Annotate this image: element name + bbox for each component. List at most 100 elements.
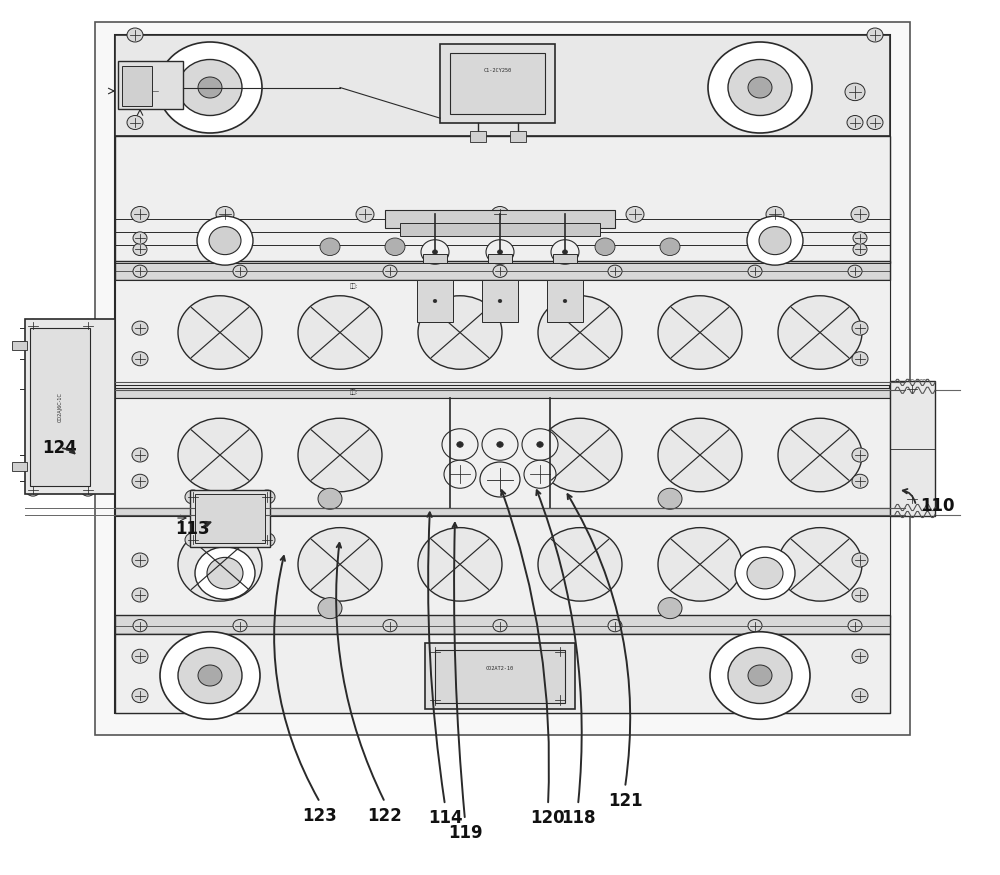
Text: 材料: 0字形铜: 材料: 0字形铜	[908, 379, 929, 384]
Text: 113: 113	[175, 521, 210, 538]
Bar	[115, 516, 890, 617]
Circle shape	[178, 648, 242, 704]
Circle shape	[626, 206, 644, 222]
FancyArrowPatch shape	[536, 490, 582, 802]
Circle shape	[524, 460, 556, 488]
Circle shape	[484, 71, 512, 95]
Circle shape	[595, 238, 615, 256]
Circle shape	[562, 249, 568, 255]
Circle shape	[537, 442, 543, 447]
Circle shape	[778, 528, 862, 601]
Circle shape	[853, 232, 867, 244]
Circle shape	[608, 620, 622, 632]
Circle shape	[45, 354, 75, 381]
Text: 123: 123	[303, 807, 337, 825]
Text: C1-2CY250: C1-2CY250	[484, 67, 512, 73]
Circle shape	[845, 83, 865, 101]
Circle shape	[178, 296, 262, 369]
Circle shape	[847, 116, 863, 130]
Circle shape	[488, 672, 512, 693]
Bar	[95, 22, 910, 735]
Text: 119: 119	[448, 824, 482, 843]
FancyArrowPatch shape	[63, 448, 75, 453]
Circle shape	[433, 299, 437, 303]
Circle shape	[728, 648, 792, 704]
Text: 材料: C字形铜: 材料: C字形铜	[908, 502, 929, 507]
Circle shape	[660, 238, 680, 256]
Bar	[115, 136, 890, 262]
Circle shape	[482, 429, 518, 460]
FancyArrowPatch shape	[903, 489, 915, 503]
Bar	[115, 507, 890, 518]
Text: 114: 114	[428, 809, 462, 828]
Circle shape	[442, 429, 478, 460]
Text: CO2AT2-10: CO2AT2-10	[486, 666, 514, 671]
Circle shape	[728, 60, 792, 116]
Bar	[510, 131, 526, 142]
Text: 步距: C字形铜: 步距: C字形铜	[908, 388, 929, 394]
Circle shape	[185, 490, 201, 504]
Circle shape	[356, 206, 374, 222]
Text: 110: 110	[920, 497, 954, 514]
Bar	[12, 341, 27, 350]
Circle shape	[26, 319, 40, 332]
Bar	[470, 131, 486, 142]
Circle shape	[848, 620, 862, 632]
Circle shape	[160, 632, 260, 719]
Circle shape	[491, 206, 509, 222]
Circle shape	[216, 206, 234, 222]
Text: 122: 122	[368, 807, 402, 825]
Bar	[400, 223, 600, 236]
Circle shape	[522, 429, 558, 460]
Circle shape	[432, 249, 438, 255]
Circle shape	[178, 528, 262, 601]
Circle shape	[427, 645, 443, 659]
Circle shape	[480, 462, 520, 497]
Circle shape	[748, 77, 772, 98]
Circle shape	[197, 216, 253, 265]
Bar	[417, 280, 453, 322]
Bar	[115, 35, 890, 136]
Circle shape	[427, 693, 443, 707]
Circle shape	[748, 665, 772, 686]
Bar	[482, 280, 518, 322]
Circle shape	[259, 533, 275, 547]
Bar	[423, 254, 447, 262]
Circle shape	[852, 474, 868, 488]
Bar	[12, 462, 27, 471]
Circle shape	[497, 249, 503, 255]
Circle shape	[383, 620, 397, 632]
Text: 120: 120	[531, 809, 565, 828]
FancyArrowPatch shape	[336, 543, 384, 800]
Circle shape	[747, 216, 803, 265]
Bar	[115, 35, 890, 713]
Circle shape	[198, 77, 222, 98]
Circle shape	[298, 528, 382, 601]
Circle shape	[778, 418, 862, 492]
Circle shape	[444, 460, 476, 488]
Bar	[425, 643, 575, 709]
Bar	[195, 494, 265, 542]
Bar	[115, 261, 890, 280]
Bar	[25, 319, 115, 494]
Circle shape	[132, 321, 148, 335]
Bar	[115, 615, 890, 634]
Circle shape	[133, 243, 147, 256]
Text: 118: 118	[561, 809, 595, 828]
Circle shape	[233, 265, 247, 277]
Circle shape	[26, 484, 40, 496]
Circle shape	[658, 598, 682, 619]
Circle shape	[127, 28, 143, 42]
Circle shape	[259, 490, 275, 504]
FancyArrowPatch shape	[274, 556, 319, 800]
Circle shape	[198, 665, 222, 686]
Bar	[488, 254, 512, 262]
Circle shape	[209, 227, 241, 255]
Circle shape	[298, 296, 382, 369]
Circle shape	[497, 442, 503, 447]
Circle shape	[766, 206, 784, 222]
Circle shape	[127, 116, 143, 130]
Circle shape	[425, 292, 445, 310]
Circle shape	[905, 383, 919, 396]
Circle shape	[132, 352, 148, 366]
